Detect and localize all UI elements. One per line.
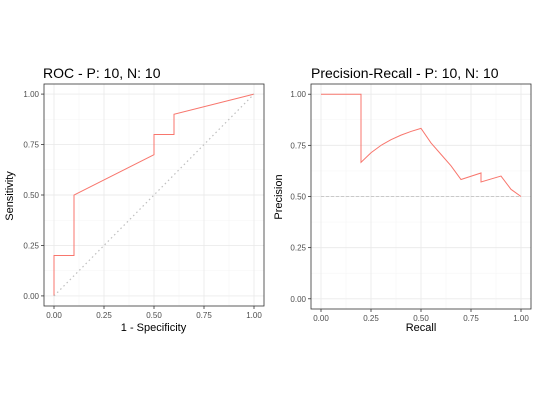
roc-panel: ROC - P: 10, N: 10 1 - Specificity Sensi…	[4, 65, 265, 334]
pr-y-tick-label: 1.00	[290, 90, 306, 99]
pr-x-tick-label: 0.00	[313, 314, 329, 323]
pr-x-tick-label: 1.00	[513, 314, 529, 323]
roc-title: ROC - P: 10, N: 10	[43, 65, 161, 81]
roc-x-tick-label: 0.50	[146, 311, 162, 320]
pr-x-tick-label: 0.75	[463, 314, 479, 323]
roc-x-tick-label: 1.00	[246, 311, 262, 320]
pr-y-tick-label: 0.25	[290, 244, 306, 253]
roc-y-tick-label: 1.00	[23, 90, 39, 99]
roc-curve-line	[53, 93, 255, 296]
roc-x-tick-label: 0.75	[196, 311, 212, 320]
roc-x-tick-label: 0.00	[46, 311, 62, 320]
pr-panel: Precision-Recall - P: 10, N: 10 Recall P…	[273, 65, 532, 334]
roc-y-tick-label: 0.50	[23, 191, 39, 200]
pr-y-tick-label: 0.50	[290, 193, 306, 202]
pr-x-tick-label: 0.50	[413, 314, 429, 323]
roc-x-tick-label: 0.25	[96, 311, 112, 320]
roc-y-tick-label: 0.00	[23, 292, 39, 301]
roc-xlabel: 1 - Specificity	[121, 322, 187, 334]
pr-y-tick-label: 0.75	[290, 141, 306, 150]
pr-title: Precision-Recall - P: 10, N: 10	[311, 65, 499, 81]
roc-ylabel: Sensitivity	[4, 171, 16, 221]
roc-y-tick-label: 0.75	[23, 141, 39, 150]
pr-ylabel: Precision	[273, 174, 285, 219]
roc-y-tick-label: 0.25	[23, 241, 39, 250]
pr-y-tick-label: 0.00	[290, 295, 306, 304]
pr-xlabel: Recall	[406, 322, 437, 334]
pr-curve-line	[321, 93, 522, 197]
roc-panel-border	[43, 83, 265, 307]
pr-panel-border	[310, 83, 532, 310]
pr-x-tick-label: 0.25	[363, 314, 379, 323]
